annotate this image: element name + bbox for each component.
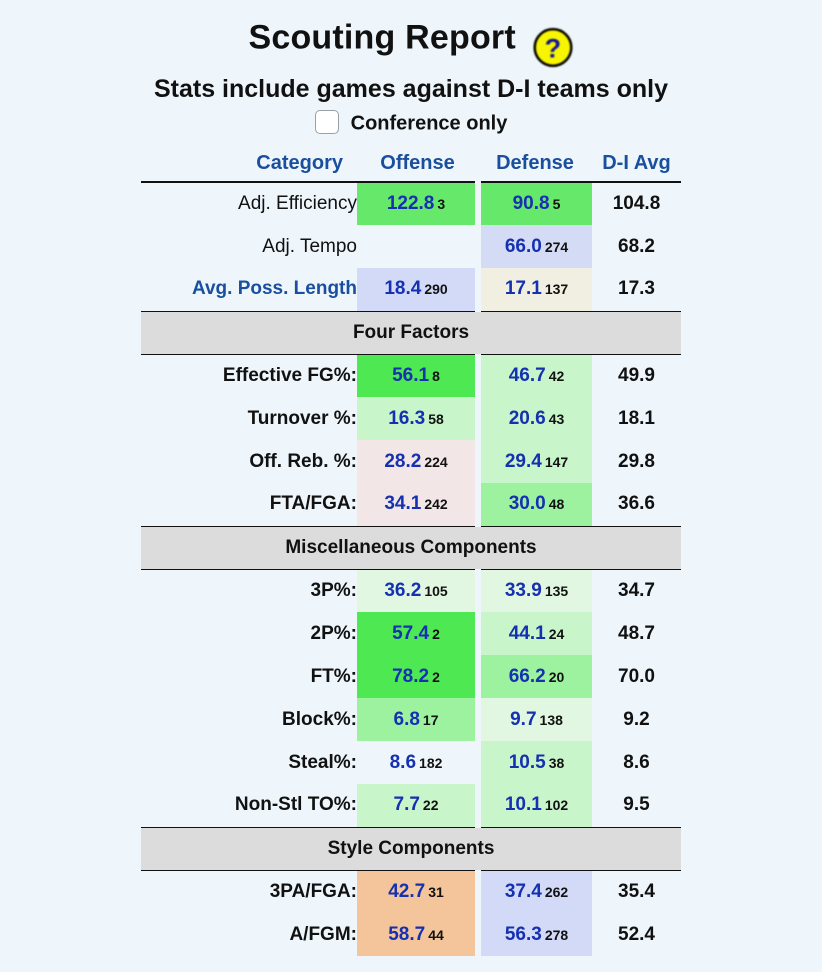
svg-text:?: ? (544, 34, 561, 64)
